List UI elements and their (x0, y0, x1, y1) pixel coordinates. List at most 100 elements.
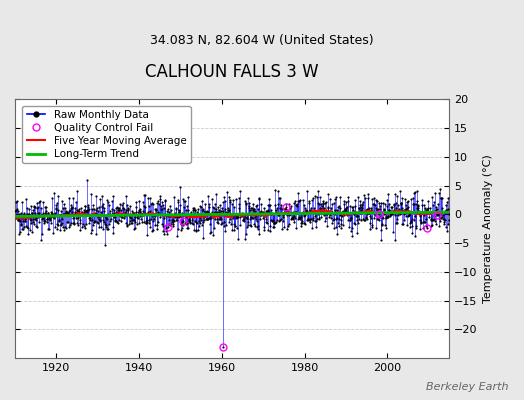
Point (395, 207, 403, 213)
Point (103, 225, 111, 232)
Point (52, 205, 61, 212)
Point (250, 206, 258, 212)
Point (422, 207, 430, 214)
Point (186, 211, 194, 218)
Point (16, 229, 24, 235)
Point (226, 216, 235, 222)
Point (253, 224, 261, 230)
Point (34, 213, 42, 220)
Point (41, 210, 49, 216)
Point (364, 206, 373, 213)
Point (263, 220, 271, 226)
Point (165, 220, 173, 227)
Point (380, 210, 389, 216)
Point (414, 203, 422, 210)
Point (38, 215, 47, 221)
Point (196, 215, 204, 222)
Point (92, 231, 101, 237)
Point (284, 223, 292, 229)
Point (167, 207, 176, 214)
Point (211, 208, 219, 215)
Point (374, 208, 382, 214)
Point (262, 216, 270, 222)
Point (233, 225, 241, 232)
Point (37, 215, 46, 222)
Point (391, 200, 400, 206)
Point (400, 207, 409, 214)
Point (304, 216, 312, 223)
Point (91, 210, 99, 217)
Point (57, 221, 66, 227)
Point (137, 210, 145, 216)
Point (366, 220, 374, 226)
Point (412, 225, 420, 232)
Point (171, 206, 180, 212)
Point (124, 205, 132, 211)
Point (234, 212, 242, 218)
Point (228, 197, 237, 204)
Point (149, 212, 158, 218)
Point (382, 225, 390, 231)
Point (245, 200, 253, 206)
Point (224, 209, 233, 216)
Point (55, 217, 63, 224)
Point (418, 197, 427, 204)
Point (367, 207, 375, 213)
Point (148, 213, 156, 219)
Point (302, 208, 311, 215)
Point (319, 200, 327, 206)
Point (94, 204, 103, 211)
Point (62, 210, 71, 216)
Point (23, 224, 31, 230)
Point (187, 209, 195, 216)
Point (107, 211, 116, 218)
Point (19, 218, 27, 224)
Point (93, 204, 102, 211)
Point (216, 220, 225, 227)
Point (321, 214, 330, 221)
Point (374, 216, 383, 222)
Point (314, 216, 323, 222)
Point (74, 206, 83, 212)
Point (201, 201, 210, 207)
Point (421, 219, 429, 225)
Point (183, 194, 192, 200)
Point (198, 222, 206, 228)
Point (295, 215, 303, 222)
Point (19, 226, 27, 232)
Point (185, 220, 194, 226)
Point (393, 216, 401, 222)
Point (365, 205, 374, 211)
Point (116, 200, 125, 207)
Point (147, 228, 156, 234)
Point (392, 220, 401, 226)
Point (431, 190, 440, 197)
Point (363, 216, 371, 222)
Point (437, 215, 445, 222)
Point (200, 217, 209, 224)
Point (387, 211, 395, 217)
Point (331, 216, 340, 222)
Point (11, 208, 19, 215)
Point (30, 220, 38, 227)
Point (407, 219, 416, 226)
Point (442, 228, 451, 235)
Point (161, 224, 170, 231)
Point (50, 190, 58, 196)
Point (112, 218, 120, 224)
Point (366, 213, 374, 219)
Point (181, 220, 189, 226)
Point (364, 191, 372, 197)
Point (17, 210, 25, 216)
Point (129, 210, 137, 216)
Point (265, 209, 273, 215)
Point (427, 223, 435, 229)
Point (144, 195, 152, 201)
Point (145, 220, 154, 226)
Point (184, 224, 192, 231)
Point (115, 205, 123, 212)
Point (343, 197, 352, 204)
Point (375, 211, 383, 217)
Point (223, 189, 231, 195)
Point (182, 221, 190, 228)
